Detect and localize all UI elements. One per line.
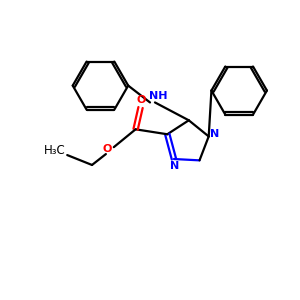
Text: O: O [102, 144, 112, 154]
Text: H₃C: H₃C [44, 144, 65, 157]
Text: N: N [170, 161, 179, 171]
Text: N: N [210, 130, 219, 140]
Text: O: O [137, 94, 146, 105]
Text: NH: NH [149, 91, 167, 100]
